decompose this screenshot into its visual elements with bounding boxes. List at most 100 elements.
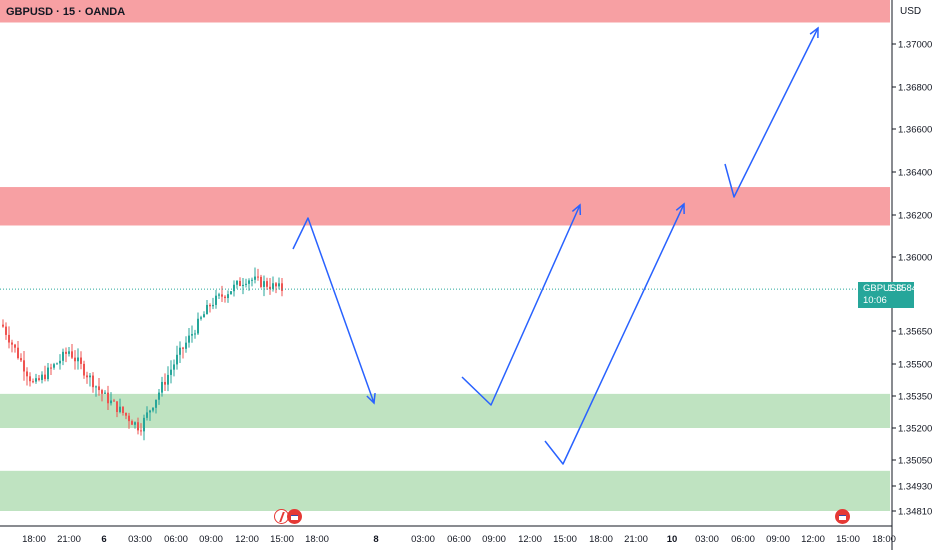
arrow-path: [724, 27, 819, 198]
price-tag-countdown: 10:06: [863, 295, 887, 307]
demand-zone-4: [0, 470, 890, 511]
candle-body: [221, 294, 223, 297]
y-tick-label: 1.36400: [898, 168, 932, 179]
price-tag-price: 1.35848: [888, 283, 923, 295]
candle-body: [128, 415, 130, 422]
y-tick-label: 1.35200: [898, 424, 932, 435]
candle: [71, 343, 73, 359]
candle: [32, 378, 34, 384]
symbol-title: GBPUSD · 15 · OANDA: [6, 6, 126, 18]
candle: [209, 303, 211, 313]
candle: [119, 398, 121, 414]
candle: [11, 339, 13, 353]
candle-body: [227, 294, 229, 299]
candle-body: [191, 334, 193, 336]
projection-arrows: [292, 26, 819, 465]
candle: [146, 406, 148, 421]
candle: [218, 292, 220, 299]
candle-body: [239, 280, 241, 287]
x-tick-label: 21:00: [624, 534, 648, 545]
current-price-tag: GBPUSD 1.35848 10:06: [858, 282, 922, 309]
candle: [110, 392, 112, 406]
candle: [128, 412, 130, 429]
candle-body: [272, 283, 274, 289]
candle-body: [2, 324, 4, 327]
candle-body: [188, 335, 190, 343]
candle-body: [17, 347, 19, 359]
candle-body: [134, 422, 136, 425]
x-tick-label: 09:00: [199, 534, 223, 545]
x-tick-label: 8: [373, 534, 378, 545]
candle-body: [65, 351, 67, 354]
candle-body: [263, 281, 265, 287]
candle: [167, 366, 169, 392]
projection-arrow: [292, 217, 376, 405]
candle-body: [161, 381, 163, 393]
candle-body: [98, 386, 100, 391]
candle-body: [170, 369, 172, 375]
candle: [182, 346, 184, 359]
candle: [140, 423, 142, 436]
candle: [170, 360, 172, 384]
candle-body: [5, 326, 7, 335]
supply-zone-2: [0, 187, 890, 226]
demand-zone-3: [0, 393, 890, 428]
candle-body: [92, 375, 94, 388]
candle-body: [176, 354, 178, 365]
candle: [173, 359, 175, 377]
candle-body: [50, 367, 52, 369]
candle-body: [158, 392, 160, 400]
candle-body: [116, 401, 118, 413]
candle: [41, 371, 43, 384]
candle-body: [182, 347, 184, 349]
candle-body: [89, 375, 91, 378]
candle: [35, 373, 37, 384]
arrow-path: [292, 217, 375, 404]
arrow-head: [366, 392, 376, 405]
y-tick-label: 1.34930: [898, 482, 932, 493]
candle-body: [275, 283, 277, 287]
candle: [212, 297, 214, 310]
us-flag-event-icon[interactable]: [287, 509, 302, 524]
candle-body: [41, 374, 43, 380]
candle-body: [254, 276, 256, 280]
x-tick-label: 18:00: [872, 534, 896, 545]
x-tick-label: 15:00: [553, 534, 577, 545]
candle: [143, 414, 145, 441]
candle: [161, 376, 163, 397]
candle-body: [200, 317, 202, 319]
y-tick-label: 1.34810: [898, 507, 932, 518]
candle: [47, 363, 49, 382]
us-flag-event-icon[interactable]: [835, 509, 850, 524]
currency-label[interactable]: USD: [900, 6, 922, 17]
candle: [152, 407, 154, 413]
candle: [20, 353, 22, 363]
candle-body: [20, 358, 22, 361]
projection-arrow: [724, 26, 819, 198]
candle-body: [248, 280, 250, 284]
y-tick-label: 1.35500: [898, 360, 932, 371]
candle: [263, 275, 265, 297]
candle-body: [119, 406, 121, 413]
candle: [266, 277, 268, 290]
arrow-head: [571, 203, 582, 216]
arrow-path: [461, 204, 581, 406]
x-tick-label: 15:00: [836, 534, 860, 545]
candle-body: [14, 344, 16, 348]
candle: [260, 274, 262, 289]
candle-body: [8, 334, 10, 343]
candle: [275, 281, 277, 294]
candle: [86, 371, 88, 384]
x-tick-label: 10: [667, 534, 678, 545]
candle-body: [104, 392, 106, 394]
candle-body: [251, 279, 253, 281]
candle: [98, 378, 100, 396]
candle: [239, 277, 241, 287]
candle: [122, 406, 124, 416]
candle: [68, 346, 70, 357]
y-tick-label: 1.35350: [898, 392, 932, 403]
candle-body: [155, 399, 157, 408]
candle-body: [230, 291, 232, 295]
